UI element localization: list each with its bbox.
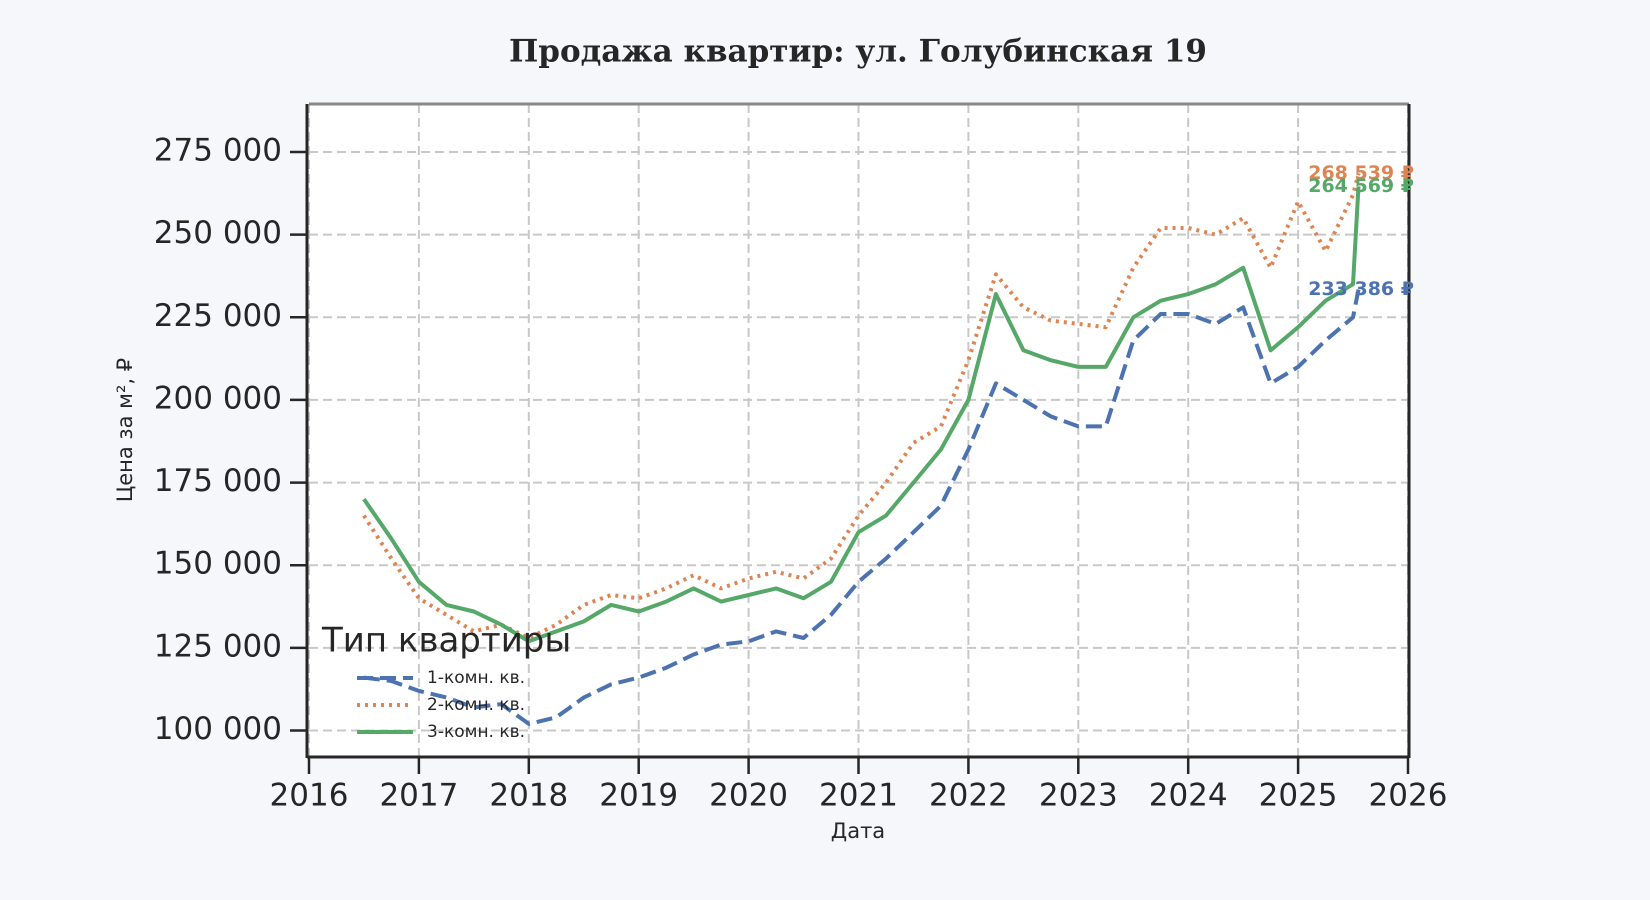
lines	[362, 172, 1361, 726]
legend-title: Тип квартиры	[321, 621, 571, 661]
x-tick-label: 2024	[1149, 778, 1228, 814]
x-tick-label: 2018	[489, 778, 568, 814]
y-tick-label: 200 000	[154, 380, 282, 416]
x-tick-label: 2023	[1039, 778, 1118, 814]
x-axis-label: Дата	[831, 819, 885, 843]
y-axis-label: Цена за м², ₽	[113, 358, 137, 502]
y-tick-label: 125 000	[154, 628, 282, 664]
chart-title: Продажа квартир: ул. Голубинская 19	[509, 34, 1207, 70]
legend-label: 3-комн. кв.	[427, 722, 525, 742]
x-tick-label: 2016	[270, 778, 349, 814]
x-tick-label: 2026	[1369, 778, 1448, 814]
x-tick-label: 2020	[709, 778, 788, 814]
series-line	[363, 289, 1361, 726]
x-tick-label: 2019	[599, 778, 678, 814]
series-line	[362, 186, 1361, 644]
end-label: 268 539 ₽	[1308, 162, 1414, 184]
series-line	[362, 172, 1361, 640]
y-tick-label: 225 000	[154, 298, 282, 334]
x-tick-label: 2021	[819, 778, 898, 814]
legend-label: 1-комн. кв.	[427, 668, 525, 688]
y-tick-label: 150 000	[154, 546, 282, 582]
y-tick-label: 100 000	[154, 711, 282, 747]
y-tick-label: 250 000	[154, 215, 282, 251]
legend: Тип квартиры 1-комн. кв. 2-комн. кв. 3-ком…	[321, 621, 571, 743]
end-label: 264 569 ₽	[1308, 175, 1414, 197]
end-label: 233 386 ₽	[1308, 278, 1414, 300]
x-tick-label: 2025	[1259, 778, 1338, 814]
x-tick-label: 2017	[379, 778, 458, 814]
x-tick-label: 2022	[929, 778, 1008, 814]
y-tick-label: 275 000	[154, 132, 282, 168]
y-tick-label: 175 000	[154, 463, 282, 499]
legend-label: 2-комн. кв.	[427, 695, 525, 715]
